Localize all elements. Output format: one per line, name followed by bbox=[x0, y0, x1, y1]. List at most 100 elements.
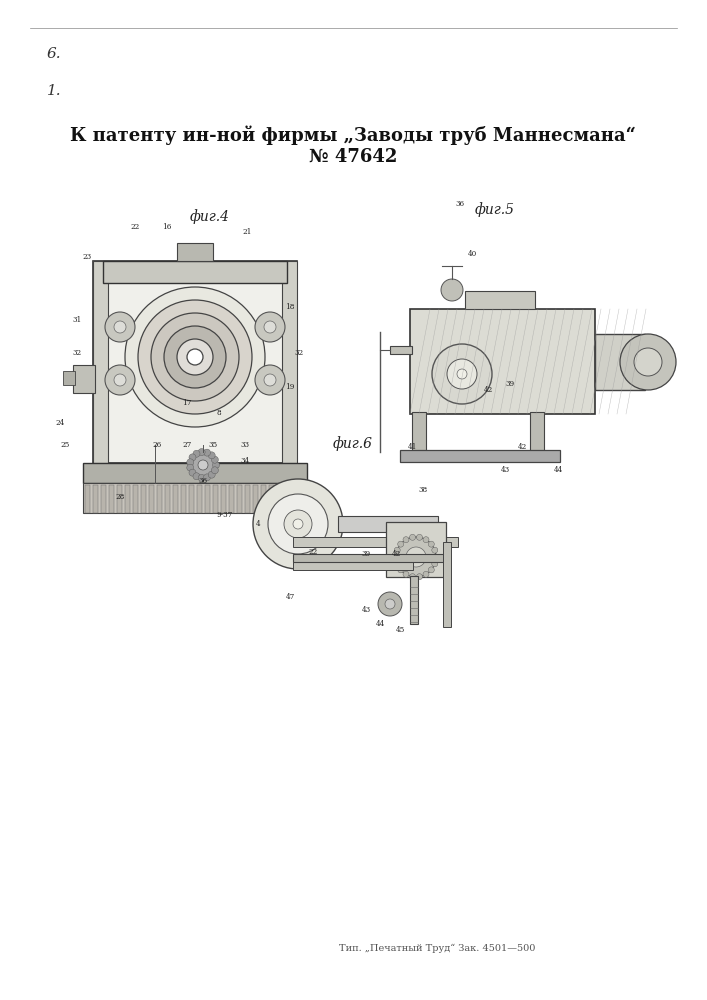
Text: 9-37: 9-37 bbox=[217, 511, 233, 519]
Bar bbox=[133, 485, 138, 513]
Circle shape bbox=[409, 534, 416, 540]
Bar bbox=[93, 485, 98, 513]
Bar bbox=[269, 485, 274, 513]
Text: 1.: 1. bbox=[47, 84, 62, 98]
Bar bbox=[412, 412, 426, 457]
Text: 33: 33 bbox=[240, 441, 250, 449]
Text: фиг.5: фиг.5 bbox=[475, 203, 515, 217]
Bar bbox=[125, 485, 130, 513]
Text: 6.: 6. bbox=[47, 47, 62, 61]
Circle shape bbox=[416, 574, 423, 580]
Text: 31: 31 bbox=[72, 316, 81, 324]
Text: 43: 43 bbox=[501, 466, 510, 474]
Circle shape bbox=[193, 450, 200, 457]
Circle shape bbox=[406, 547, 426, 567]
Circle shape bbox=[428, 567, 434, 573]
Text: 39: 39 bbox=[506, 380, 515, 388]
Circle shape bbox=[433, 554, 439, 560]
Bar bbox=[101, 485, 106, 513]
Bar bbox=[253, 485, 258, 513]
Bar bbox=[221, 485, 226, 513]
Text: 44: 44 bbox=[554, 466, 563, 474]
Bar bbox=[83, 463, 307, 483]
Circle shape bbox=[190, 452, 216, 478]
Bar bbox=[165, 485, 170, 513]
Bar bbox=[63, 371, 75, 385]
Circle shape bbox=[211, 456, 218, 463]
Text: 28: 28 bbox=[115, 493, 124, 501]
Bar bbox=[237, 485, 242, 513]
Text: 22: 22 bbox=[308, 548, 317, 556]
Bar bbox=[282, 261, 297, 463]
Bar bbox=[173, 485, 178, 513]
Text: 32: 32 bbox=[72, 349, 81, 357]
Bar bbox=[103, 261, 287, 283]
Text: 40: 40 bbox=[467, 250, 477, 258]
Circle shape bbox=[423, 537, 429, 543]
Text: Тип. „Печатный Труд“ Зак. 4501—500: Тип. „Печатный Труд“ Зак. 4501—500 bbox=[339, 943, 535, 953]
Circle shape bbox=[268, 494, 328, 554]
Bar bbox=[149, 485, 154, 513]
Text: 19: 19 bbox=[286, 383, 295, 391]
Bar bbox=[338, 516, 438, 532]
Bar bbox=[85, 485, 90, 513]
Circle shape bbox=[204, 449, 211, 456]
Circle shape bbox=[193, 473, 200, 480]
Bar bbox=[277, 485, 282, 513]
Circle shape bbox=[403, 571, 409, 577]
Text: 38: 38 bbox=[419, 486, 428, 494]
Circle shape bbox=[397, 541, 404, 547]
Bar bbox=[229, 485, 234, 513]
Circle shape bbox=[187, 464, 194, 471]
Circle shape bbox=[164, 326, 226, 388]
Bar bbox=[400, 450, 560, 462]
Circle shape bbox=[293, 519, 303, 529]
Circle shape bbox=[447, 359, 477, 389]
Circle shape bbox=[432, 547, 438, 553]
Text: 34: 34 bbox=[240, 457, 250, 465]
Text: № 47642: № 47642 bbox=[309, 148, 397, 166]
Circle shape bbox=[634, 348, 662, 376]
Text: 42: 42 bbox=[392, 550, 401, 558]
Bar bbox=[530, 412, 544, 457]
Bar bbox=[177, 243, 213, 261]
Circle shape bbox=[151, 313, 239, 401]
Bar bbox=[293, 554, 448, 562]
Bar bbox=[197, 485, 202, 513]
Bar bbox=[465, 291, 535, 309]
Bar bbox=[109, 485, 114, 513]
Bar bbox=[293, 485, 298, 513]
Circle shape bbox=[213, 462, 219, 468]
Text: 45: 45 bbox=[395, 626, 404, 634]
Circle shape bbox=[198, 474, 205, 481]
Text: К патенту ин-ной фирмы „Заводы труб Маннесмана“: К патенту ин-ной фирмы „Заводы труб Манн… bbox=[70, 125, 636, 145]
Bar bbox=[157, 485, 162, 513]
Circle shape bbox=[255, 365, 285, 395]
Text: 36: 36 bbox=[455, 200, 464, 208]
Bar bbox=[443, 542, 451, 627]
Text: 26: 26 bbox=[153, 441, 162, 449]
Text: 25: 25 bbox=[60, 441, 69, 449]
Text: 44: 44 bbox=[375, 620, 385, 628]
Circle shape bbox=[187, 349, 203, 365]
Circle shape bbox=[189, 454, 196, 461]
Bar bbox=[301, 485, 306, 513]
Circle shape bbox=[432, 561, 438, 567]
Text: 4: 4 bbox=[256, 520, 260, 528]
Text: 39: 39 bbox=[361, 550, 370, 558]
Circle shape bbox=[403, 537, 409, 543]
Text: 42: 42 bbox=[484, 386, 493, 394]
Bar bbox=[205, 485, 210, 513]
Circle shape bbox=[114, 374, 126, 386]
Bar bbox=[285, 485, 290, 513]
Circle shape bbox=[284, 510, 312, 538]
Circle shape bbox=[138, 300, 252, 414]
Circle shape bbox=[432, 344, 492, 404]
Text: 8: 8 bbox=[216, 409, 221, 417]
Text: 27: 27 bbox=[182, 441, 192, 449]
Bar bbox=[410, 309, 595, 414]
Circle shape bbox=[198, 449, 205, 456]
Circle shape bbox=[211, 467, 218, 474]
Text: 43: 43 bbox=[361, 606, 370, 614]
Bar bbox=[141, 485, 146, 513]
